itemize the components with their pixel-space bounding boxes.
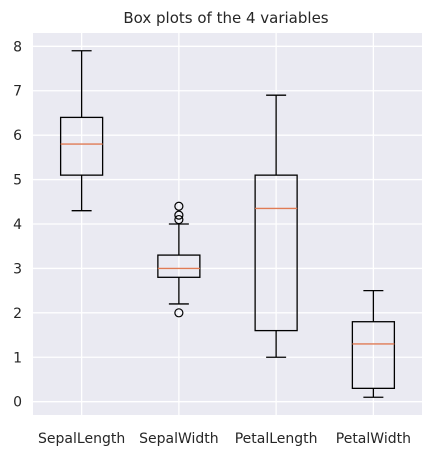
y-tick-label: 5	[13, 173, 22, 189]
y-tick-label: 1	[13, 350, 22, 366]
x-tick-label: PetalWidth	[336, 431, 411, 447]
y-tick-label: 7	[13, 84, 22, 100]
x-tick-label: SepalWidth	[139, 431, 219, 447]
x-tick-label: SepalLength	[38, 431, 125, 447]
x-tick-label: PetalLength	[235, 431, 318, 447]
y-tick-label: 0	[13, 395, 22, 411]
outlier-point	[174, 210, 184, 220]
box-iqr	[351, 321, 396, 389]
y-axis-ticks: 0 1 2 3 4 5 6 7 8	[13, 39, 22, 410]
box-iqr	[157, 254, 201, 278]
box-iqr	[59, 116, 104, 176]
outlier-point	[174, 214, 184, 225]
box-PetalWidth	[351, 289, 396, 398]
box-SepalWidth	[157, 201, 201, 318]
y-tick-label: 2	[13, 306, 22, 322]
outlier-point	[174, 201, 184, 211]
y-tick-label: 6	[13, 128, 22, 144]
box-SepalLength	[59, 50, 104, 212]
y-tick-label: 8	[13, 39, 22, 55]
box-iqr	[254, 174, 298, 332]
y-tick-label: 3	[13, 261, 22, 277]
boxes	[59, 50, 396, 398]
chart-title: Box plots of the 4 variables	[123, 9, 328, 27]
box-PetalLength	[254, 94, 298, 358]
grid-lines	[33, 33, 422, 415]
x-axis-ticks: SepalLength SepalWidth PetalLength PetalWid…	[38, 431, 411, 447]
y-tick-label: 4	[13, 217, 22, 233]
outlier-point	[174, 308, 184, 318]
